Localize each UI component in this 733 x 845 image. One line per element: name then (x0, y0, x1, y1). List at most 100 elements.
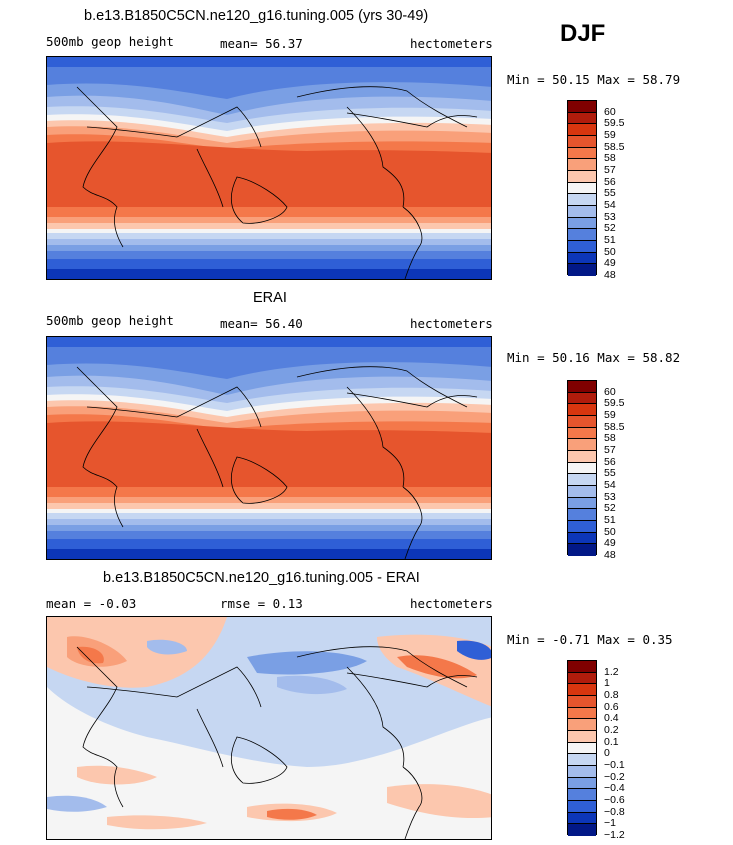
colorbar-swatch (568, 194, 596, 206)
panel-1-variable-label: 500mb geop height (46, 34, 174, 49)
colorbar-swatch (568, 182, 596, 195)
panel-2-mean-label: mean= 56.40 (220, 316, 303, 331)
colorbar-swatch (568, 777, 596, 790)
colorbar-tick-label: 59 (604, 129, 616, 141)
colorbar-tick-label: 0.6 (604, 700, 619, 713)
colorbar-tick-label: 55 (604, 467, 616, 480)
colorbar-tick-label: 59.5 (604, 117, 625, 130)
colorbar-swatch (568, 485, 596, 498)
colorbar-swatch (568, 812, 596, 825)
colorbar-swatch (568, 439, 596, 451)
colorbar-tick-label: 53 (604, 210, 616, 223)
colorbar-tick-label: −0.2 (604, 770, 625, 783)
colorbar-tick-label: 54 (604, 199, 616, 211)
colorbar-swatch (568, 392, 596, 405)
panel-3-units-label: hectometers (410, 596, 493, 611)
colorbar-tick-label: 1.2 (604, 665, 619, 678)
colorbar-tick-label: 57 (604, 164, 616, 176)
panel-2-min-max: Min = 50.16 Max = 58.82 (507, 350, 681, 365)
colorbar-swatch (568, 101, 596, 113)
colorbar-swatch (568, 509, 596, 521)
colorbar-tick-label: 58 (604, 432, 616, 445)
panel-1-map (46, 56, 492, 280)
colorbar-tick-label: 53 (604, 490, 616, 503)
colorbar-tick-label: 55 (604, 187, 616, 200)
colorbar-tick-label: 48 (604, 549, 616, 561)
panel-3-rmse-label: rmse = 0.13 (220, 596, 303, 611)
colorbar-tick-label: 0.4 (604, 712, 619, 725)
colorbar-swatch (568, 672, 596, 685)
colorbar-tick-label: 56 (604, 455, 616, 468)
colorbar-swatch (568, 661, 596, 673)
colorbar-swatch (568, 800, 596, 813)
panel-3-title: b.e13.B1850C5CN.ne120_g16.tuning.005 - E… (103, 570, 420, 586)
panel-1-colorbar (567, 100, 597, 276)
panel-2-title: ERAI (253, 290, 287, 306)
colorbar-tick-label: 0.2 (604, 724, 619, 736)
panel-1-title: b.e13.B1850C5CN.ne120_g16.tuning.005 (yr… (84, 8, 429, 24)
colorbar-tick-label: −1.2 (604, 829, 625, 841)
colorbar-tick-label: 60 (604, 105, 616, 118)
colorbar-tick-label: 58.5 (604, 140, 625, 153)
colorbar-swatch (568, 532, 596, 545)
colorbar-swatch (568, 719, 596, 731)
panel-2-map (46, 336, 492, 560)
panel-1-mean-label: mean= 56.37 (220, 36, 303, 51)
colorbar-swatch (568, 264, 596, 276)
colorbar-swatch (568, 730, 596, 743)
colorbar-swatch (568, 381, 596, 393)
colorbar-swatch (568, 124, 596, 136)
colorbar-swatch (568, 404, 596, 416)
colorbar-swatch (568, 695, 596, 708)
colorbar-swatch (568, 240, 596, 253)
colorbar-tick-label: 0 (604, 747, 610, 760)
colorbar-tick-label: 54 (604, 479, 616, 491)
colorbar-swatch (568, 147, 596, 160)
colorbar-tick-label: 49 (604, 537, 616, 550)
colorbar-tick-label: 57 (604, 444, 616, 456)
colorbar-swatch (568, 824, 596, 836)
colorbar-swatch (568, 754, 596, 766)
colorbar-tick-label: 52 (604, 222, 616, 235)
colorbar-swatch (568, 707, 596, 720)
colorbar-swatch (568, 135, 596, 148)
colorbar-swatch (568, 217, 596, 230)
panel-2-variable-label: 500mb geop height (46, 313, 174, 328)
colorbar-swatch (568, 112, 596, 125)
colorbar-swatch (568, 170, 596, 183)
colorbar-tick-label: 1 (604, 677, 610, 690)
colorbar-tick-label: −1 (604, 817, 616, 830)
panel-3-map (46, 616, 492, 840)
colorbar-tick-label: −0.6 (604, 794, 625, 806)
colorbar-swatch (568, 684, 596, 696)
colorbar-swatch (568, 765, 596, 778)
colorbar-swatch (568, 789, 596, 801)
panel-1-min-max: Min = 50.15 Max = 58.79 (507, 72, 681, 87)
colorbar-swatch (568, 205, 596, 218)
colorbar-tick-label: 59.5 (604, 397, 625, 410)
colorbar-tick-label: 58 (604, 152, 616, 165)
colorbar-swatch (568, 415, 596, 428)
colorbar-tick-label: 51 (604, 514, 616, 526)
colorbar-tick-label: 0.8 (604, 689, 619, 701)
colorbar-tick-label: 0.1 (604, 735, 619, 748)
colorbar-tick-label: 56 (604, 175, 616, 188)
colorbar-tick-label: −0.1 (604, 759, 625, 771)
colorbar-swatch (568, 229, 596, 241)
colorbar-swatch (568, 742, 596, 755)
colorbar-tick-label: 49 (604, 257, 616, 270)
colorbar-tick-label: 50 (604, 245, 616, 258)
colorbar-swatch (568, 252, 596, 265)
panel-3-min-max: Min = -0.71 Max = 0.35 (507, 632, 673, 647)
panel-3-map-field (47, 617, 491, 839)
panel-2-units-label: hectometers (410, 316, 493, 331)
panel-1-map-field (47, 57, 491, 279)
colorbar-tick-label: 48 (604, 269, 616, 281)
panel-2-map-field (47, 337, 491, 559)
panel-3-colorbar (567, 660, 597, 836)
colorbar-tick-label: 51 (604, 234, 616, 246)
colorbar-tick-label: 58.5 (604, 420, 625, 433)
colorbar-swatch (568, 544, 596, 556)
colorbar-tick-label: 50 (604, 525, 616, 538)
colorbar-swatch (568, 427, 596, 440)
